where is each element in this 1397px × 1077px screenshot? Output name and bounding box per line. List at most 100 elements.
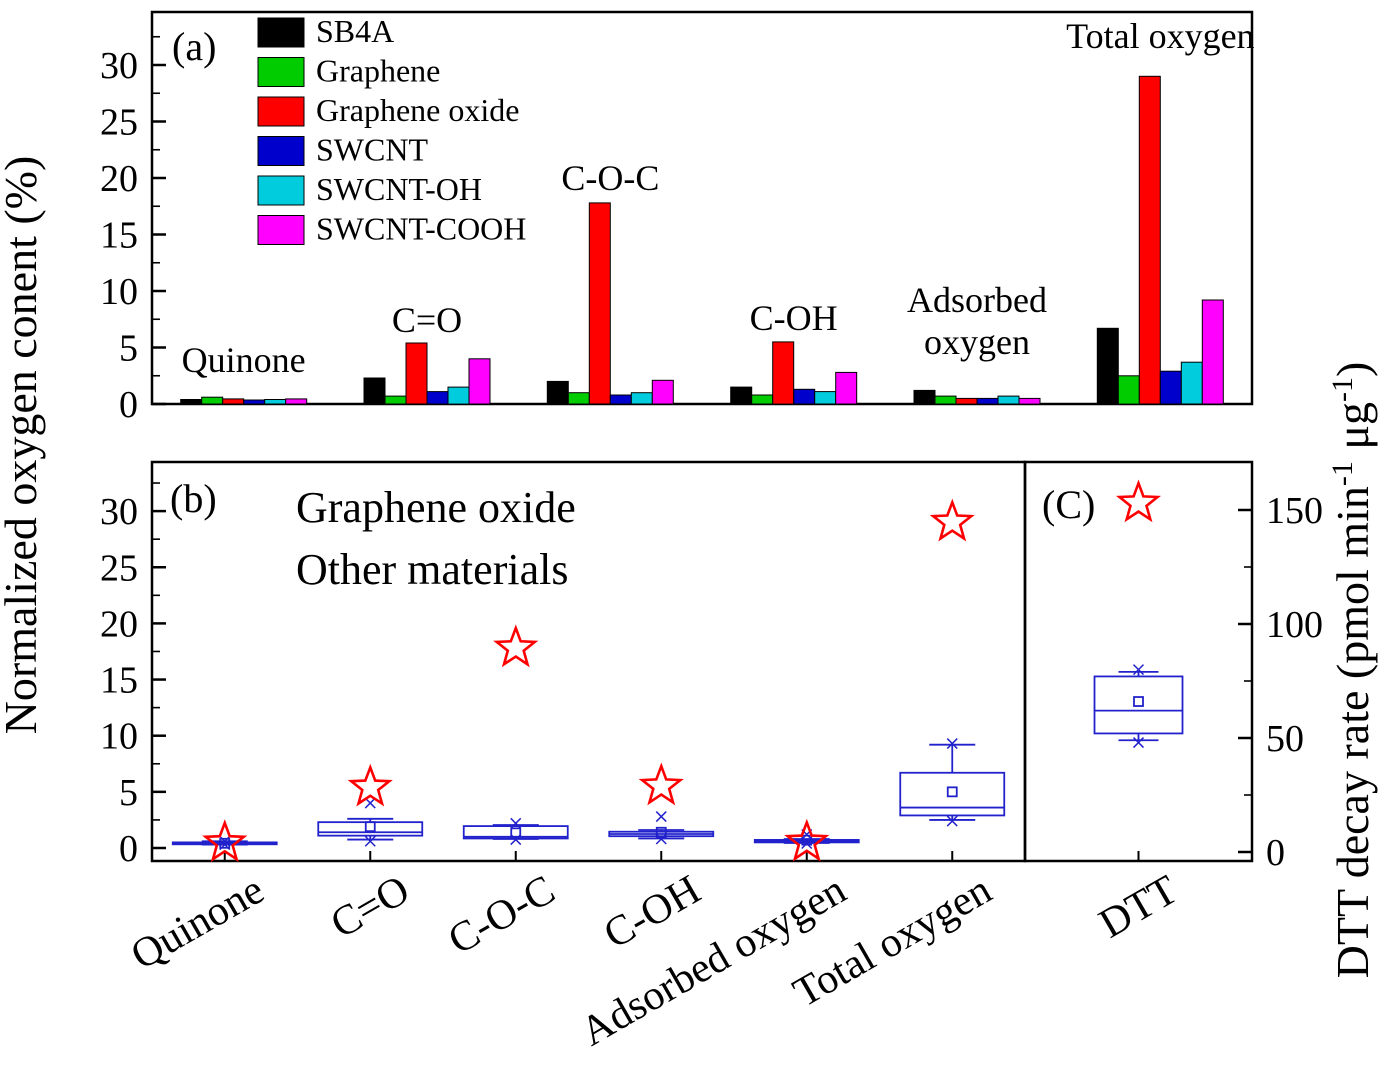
right-axis-title: DTT decay rate (pmol min-1 μg-1) — [1326, 362, 1378, 979]
bar-Total oxygen-SWCNT-COOH — [1201, 299, 1224, 405]
panel-a-ytick-label: 0 — [119, 384, 138, 426]
box — [1093, 675, 1184, 735]
group-annotation: Total oxygen — [1066, 16, 1254, 56]
panel-c-label: (C) — [1042, 482, 1095, 527]
bar-C-OH-Graphene — [751, 394, 774, 405]
extreme-marker — [510, 834, 522, 846]
mean-marker — [946, 786, 958, 798]
graphene-oxide-star — [493, 624, 539, 668]
bar-C-O-C-SB4A — [546, 380, 569, 405]
bar-C-O-C-Graphene — [567, 392, 590, 405]
extreme-marker — [655, 833, 667, 845]
panel-a-ytick-label: 5 — [119, 328, 138, 370]
panel-a-ytick-label: 30 — [100, 45, 138, 87]
bar-C=O-SWCNT-COOH — [468, 358, 491, 405]
extreme-marker — [219, 835, 231, 847]
bar-Total oxygen-SWCNT-OH — [1180, 361, 1203, 405]
extreme-marker — [364, 797, 376, 809]
panel-b-ytick-label: 20 — [100, 603, 138, 645]
mean-marker — [1133, 696, 1144, 707]
graphene-oxide-star — [929, 498, 975, 542]
legend-label: Graphene oxide — [316, 92, 519, 128]
extreme-marker — [946, 815, 958, 827]
panel-b-ytick-label: 5 — [119, 772, 138, 814]
bar-Quinone-SWCNT — [243, 399, 266, 405]
bar-C-OH-SWCNT-COOH — [835, 371, 858, 405]
bar-C-OH-Graphene oxide — [772, 341, 795, 405]
bar-Total oxygen-Graphene — [1117, 375, 1140, 405]
panel-c-ytick-label: 0 — [1266, 832, 1285, 874]
group-annotation: oxygen — [924, 322, 1030, 362]
panel-c-ytick-label: 150 — [1266, 490, 1323, 532]
box — [317, 821, 424, 837]
legend-label: SWCNT-OH — [316, 171, 482, 207]
bar-Adsorbed oxygen-SWCNT — [976, 397, 999, 405]
legend-label: SWCNT-COOH — [316, 211, 526, 247]
box — [899, 771, 1006, 817]
bar-Quinone-SWCNT-OH — [264, 399, 287, 405]
legend-label: SB4A — [316, 13, 394, 49]
extreme-marker — [1132, 737, 1145, 749]
bar-Total oxygen-SWCNT — [1159, 370, 1182, 405]
bar-C-O-C-SWCNT-COOH — [651, 379, 674, 405]
bar-Quinone-Graphene oxide — [222, 398, 245, 405]
legend-swatch-SB4A — [257, 17, 305, 48]
x-category-label: Quinone — [124, 867, 272, 979]
extreme-marker — [946, 738, 958, 750]
panel-a-ytick-label: 25 — [100, 102, 138, 144]
bar-Quinone-SWCNT-COOH — [285, 398, 308, 405]
x-category-label: C-O-C — [441, 867, 563, 964]
bar-C-O-C-SWCNT — [609, 394, 632, 405]
bar-Total oxygen-SB4A — [1096, 327, 1119, 405]
panel-c-ytick-label: 100 — [1266, 604, 1323, 646]
bar-C=O-SWCNT-OH — [447, 386, 470, 405]
bar-Total oxygen-Graphene oxide — [1138, 75, 1161, 405]
panel-b-ytick-label: 10 — [100, 716, 138, 758]
extreme-marker — [364, 835, 376, 847]
bar-C-OH-SWCNT — [793, 388, 816, 405]
bar-Quinone-Graphene — [201, 396, 224, 405]
extreme-marker — [655, 811, 667, 823]
bar-Quinone-SB4A — [180, 399, 203, 405]
bar-Adsorbed oxygen-Graphene oxide — [955, 397, 978, 405]
panel-b-border — [150, 460, 1027, 863]
legend-swatch-SWCNT-OH — [257, 175, 305, 206]
legend-swatch-SWCNT-COOH — [257, 215, 305, 245]
mean-marker — [364, 821, 376, 833]
extreme-marker — [1132, 664, 1145, 676]
group-annotation: C-OH — [750, 298, 838, 338]
left-axis-title: Normalized oxygen conent (%) — [0, 156, 46, 735]
graphene-oxide-star — [784, 818, 830, 862]
bar-Adsorbed oxygen-SWCNT-OH — [997, 395, 1020, 405]
panel-a-label: (a) — [172, 24, 216, 69]
extreme-marker — [510, 817, 522, 829]
bar-C-OH-SWCNT-OH — [814, 391, 837, 405]
bar-C=O-SB4A — [363, 377, 386, 405]
bar-Adsorbed oxygen-Graphene — [934, 395, 957, 405]
legend-graphene-oxide: Graphene oxide — [296, 483, 576, 532]
panel-b-ytick-label: 0 — [119, 828, 138, 870]
bar-Adsorbed oxygen-SB4A — [913, 389, 936, 405]
panel-b-label: (b) — [170, 476, 217, 521]
graphene-oxide-star — [638, 762, 684, 806]
panel-a-border — [150, 10, 1254, 406]
panel-a-ytick-label: 10 — [100, 271, 138, 313]
bar-C-O-C-Graphene oxide — [588, 202, 611, 405]
bar-C=O-Graphene — [384, 395, 407, 405]
group-annotation: Quinone — [182, 340, 306, 380]
extreme-marker — [801, 837, 813, 850]
x-category-label: DTT — [1092, 867, 1186, 948]
bar-C-O-C-SWCNT-OH — [630, 392, 653, 405]
mean-marker — [510, 827, 522, 839]
group-annotation: Adsorbed — [907, 280, 1047, 320]
x-category-label: C=O — [323, 867, 417, 948]
bar-C=O-Graphene oxide — [405, 342, 428, 405]
panel-a-ytick-label: 15 — [100, 215, 138, 257]
graphene-oxide-star — [347, 763, 393, 807]
panel-b-ytick-label: 25 — [100, 547, 138, 589]
legend-swatch-SWCNT — [257, 136, 305, 166]
bar-Adsorbed oxygen-SWCNT-COOH — [1018, 397, 1041, 405]
panel-a-ytick-label: 20 — [100, 158, 138, 200]
